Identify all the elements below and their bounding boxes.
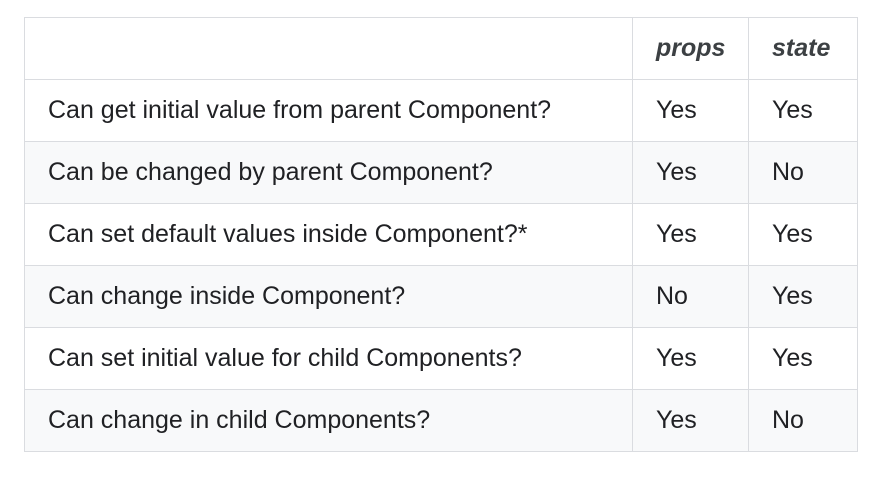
props-vs-state-table: props state Can get initial value from p… <box>24 17 858 452</box>
state-value: Yes <box>748 265 858 328</box>
row-label: Can change in child Components? <box>24 389 633 452</box>
row-label: Can get initial value from parent Compon… <box>24 79 633 142</box>
row-label: Can be changed by parent Component? <box>24 141 633 204</box>
header-state: state <box>748 17 858 80</box>
table-row: Can change inside Component? No Yes <box>24 265 858 328</box>
state-value: No <box>748 389 858 452</box>
props-value: Yes <box>632 203 749 266</box>
row-label: Can set default values inside Component?… <box>24 203 633 266</box>
row-label: Can change inside Component? <box>24 265 633 328</box>
state-value: No <box>748 141 858 204</box>
props-value: Yes <box>632 79 749 142</box>
state-value: Yes <box>748 79 858 142</box>
row-label: Can set initial value for child Componen… <box>24 327 633 390</box>
table-row: Can get initial value from parent Compon… <box>24 79 858 142</box>
props-value: Yes <box>632 327 749 390</box>
table-row: Can set initial value for child Componen… <box>24 327 858 390</box>
comparison-table-container: props state Can get initial value from p… <box>24 17 858 452</box>
table-header-row: props state <box>24 17 858 80</box>
header-empty-cell <box>24 17 633 80</box>
props-value: Yes <box>632 141 749 204</box>
state-value: Yes <box>748 203 858 266</box>
props-value: No <box>632 265 749 328</box>
state-value: Yes <box>748 327 858 390</box>
table-row: Can set default values inside Component?… <box>24 203 858 266</box>
table-row: Can change in child Components? Yes No <box>24 389 858 452</box>
table-row: Can be changed by parent Component? Yes … <box>24 141 858 204</box>
props-value: Yes <box>632 389 749 452</box>
header-props: props <box>632 17 749 80</box>
